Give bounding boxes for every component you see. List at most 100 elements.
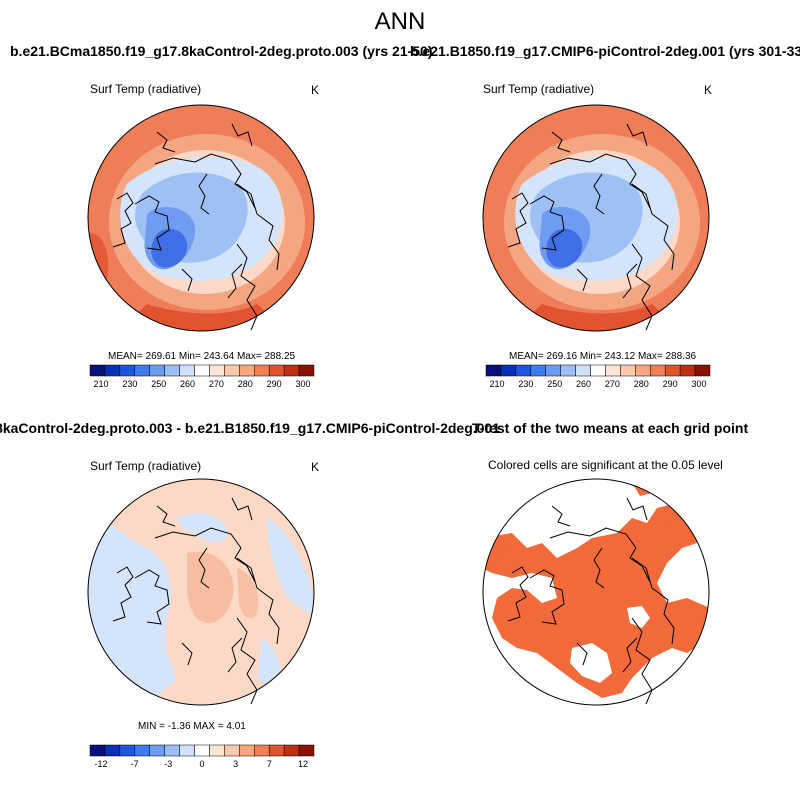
colorbar-label: 7 <box>267 759 272 769</box>
colorbar-swatch <box>650 364 666 377</box>
panel-3-stats: MIN = -1.36 MAX = 4.01 <box>138 721 246 732</box>
colorbar-swatch <box>179 744 195 757</box>
colorbar-swatch <box>239 744 255 757</box>
panel-3-map <box>87 478 315 706</box>
colorbar-swatch <box>635 364 651 377</box>
colorbar-swatch <box>485 364 502 377</box>
colorbar-swatch <box>694 364 711 377</box>
colorbar-label: 3 <box>233 759 238 769</box>
panel-1-units: K <box>311 83 320 97</box>
panel-3-variable: Surf Temp (radiative) <box>90 459 202 473</box>
colorbar-swatch <box>149 744 165 757</box>
colorbar-swatch <box>134 744 150 757</box>
colorbar-label: 300 <box>691 379 706 389</box>
panel-2-stats: MEAN= 269.16 Min= 243.12 Max= 288.36 <box>509 351 697 362</box>
colorbar-swatch <box>89 744 106 757</box>
colorbar-swatch <box>224 744 240 757</box>
colorbar-swatch <box>515 364 532 377</box>
panel-3-title: b.e21.BCma1850.f19_g17.8kaControl-2deg.p… <box>0 420 500 436</box>
colorbar-swatch <box>89 364 106 377</box>
colorbar-label: 260 <box>180 379 195 389</box>
colorbar-swatch <box>164 744 180 757</box>
colorbar-label: 300 <box>295 379 310 389</box>
panel-1-field <box>88 105 314 331</box>
colorbar-swatch <box>500 364 517 377</box>
colorbar-label: 0 <box>199 759 204 769</box>
colorbar-swatch <box>620 364 636 377</box>
colorbar-swatch <box>239 364 255 377</box>
panel-3-units: K <box>311 460 320 474</box>
colorbar-swatch <box>149 364 165 377</box>
colorbar-swatch <box>164 364 180 377</box>
colorbar-label: 270 <box>209 379 224 389</box>
colorbar-label: 280 <box>238 379 253 389</box>
colorbar-label: 12 <box>298 759 308 769</box>
panel-2-units: K <box>704 83 713 97</box>
colorbar-swatch <box>254 744 270 757</box>
colorbar-swatch <box>179 364 195 377</box>
colorbar-label: 250 <box>547 379 562 389</box>
panel-2-variable: Surf Temp (radiative) <box>483 82 595 96</box>
colorbar-swatch <box>119 364 136 377</box>
panel-1-coastlines <box>112 123 280 331</box>
figure-title: ANN <box>374 8 426 35</box>
colorbar-swatch <box>283 744 300 757</box>
panel-1-variable: Surf Temp (radiative) <box>90 82 202 96</box>
panel-1-map <box>87 104 315 332</box>
colorbar-label: -12 <box>94 759 107 769</box>
colorbar-swatch <box>194 364 210 377</box>
panel-4-note: Colored cells are significant at the 0.0… <box>488 458 723 472</box>
panel-1-title: b.e21.BCma1850.f19_g17.8kaControl-2deg.p… <box>10 43 433 59</box>
colorbar-label: 230 <box>518 379 533 389</box>
colorbar-swatch <box>664 364 681 377</box>
panel-3-coastlines <box>112 497 280 705</box>
colorbar-swatch <box>194 744 210 757</box>
colorbar-swatch <box>679 364 696 377</box>
colorbar-swatch <box>575 364 591 377</box>
colorbar-swatch <box>224 364 240 377</box>
colorbar-swatch <box>209 364 225 377</box>
panel-1-colorbar: 210 230 250 260 270 280 290 300 <box>89 364 315 389</box>
colorbar-swatch <box>560 364 576 377</box>
colorbar-swatch <box>298 364 315 377</box>
colorbar-label: 290 <box>663 379 678 389</box>
colorbar-label: -3 <box>164 759 172 769</box>
colorbar-swatch <box>605 364 621 377</box>
panel-2-boundary <box>482 104 710 332</box>
panel-4-title: T-test of the two means at each grid poi… <box>472 420 749 436</box>
colorbar-label: 230 <box>122 379 137 389</box>
panel-1-boundary <box>87 104 315 332</box>
colorbar-label: 210 <box>93 379 108 389</box>
colorbar-swatch <box>268 744 285 757</box>
colorbar-swatch <box>119 744 136 757</box>
panel-3-boundary <box>87 478 315 706</box>
colorbar-swatch <box>104 744 121 757</box>
colorbar-label: 280 <box>634 379 649 389</box>
colorbar-swatch <box>268 364 285 377</box>
colorbar-swatch <box>545 364 561 377</box>
colorbar-swatch <box>254 364 270 377</box>
colorbar-label: 210 <box>489 379 504 389</box>
colorbar-swatch <box>209 744 225 757</box>
colorbar-label: 270 <box>605 379 620 389</box>
panel-4-boundary <box>482 478 710 706</box>
panel-2-title: b.e21.B1850.f19_g17.CMIP6-piControl-2deg… <box>410 43 800 59</box>
panel-4-map <box>482 478 710 706</box>
panel-3-colorbar: -12 -7 -3 0 3 7 12 <box>89 744 315 769</box>
colorbar-label: 250 <box>151 379 166 389</box>
colorbar-swatch <box>298 744 315 757</box>
panel-2-field <box>483 105 709 331</box>
panel-2-colorbar: 210 230 250 260 270 280 290 300 <box>485 364 711 389</box>
colorbar-swatch <box>104 364 121 377</box>
colorbar-label: -7 <box>131 759 139 769</box>
colorbar-swatch <box>590 364 606 377</box>
panel-4-significant-cells <box>483 479 709 698</box>
panel-3-title-text: b.e21.BCma1850.f19_g17.8kaControl-2deg.p… <box>0 420 500 436</box>
panel-1-stats: MEAN= 269.61 Min= 243.64 Max= 288.25 <box>108 351 296 362</box>
panel-2-map <box>482 104 710 332</box>
colorbar-swatch <box>283 364 300 377</box>
colorbar-label: 290 <box>267 379 282 389</box>
colorbar-label: 260 <box>576 379 591 389</box>
colorbar-swatch <box>134 364 150 377</box>
colorbar-swatch <box>530 364 546 377</box>
